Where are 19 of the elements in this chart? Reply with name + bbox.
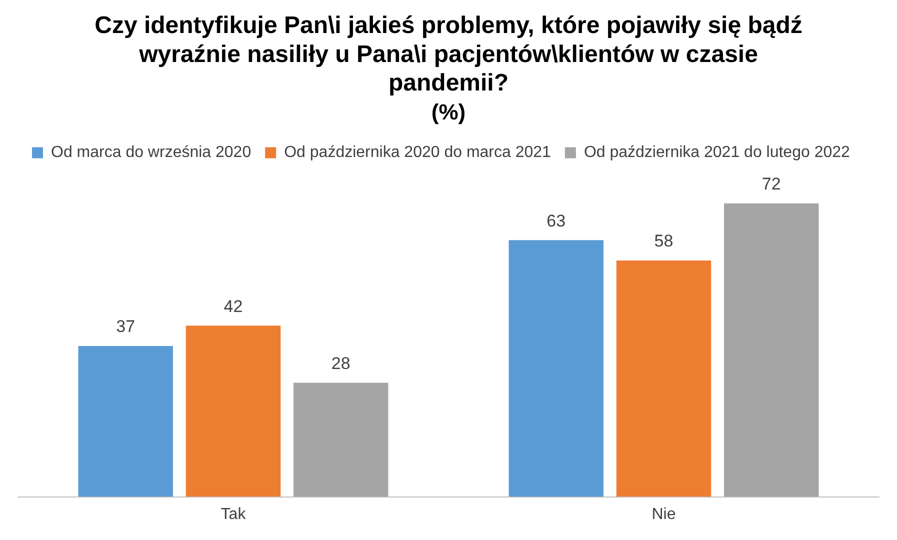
legend-label: Od października 2021 do lutego 2022 — [584, 144, 850, 162]
bar — [78, 346, 173, 497]
data-label: 37 — [116, 317, 136, 336]
data-label: 58 — [654, 232, 674, 251]
bar — [186, 326, 281, 497]
data-label: 28 — [331, 354, 350, 373]
bar — [616, 260, 712, 497]
data-label: 42 — [224, 296, 243, 316]
bar — [724, 203, 819, 497]
bar — [508, 240, 604, 497]
chart-subtitle: (%) — [431, 100, 466, 125]
x-tick-label: Nie — [652, 506, 676, 523]
chart-title: Czy identyfikuje Pan\i jakieś problemy, które pojawiły się bądź wyraźnie nasiliły u Pana\i pacjentów\klientów w czasie pandemii? — [94, 12, 802, 97]
data-label: 72 — [762, 174, 781, 194]
legend-label: Od października 2020 do marca 2021 — [284, 144, 552, 162]
x-tick-label: Tak — [220, 506, 247, 523]
bar — [294, 382, 388, 497]
legend-label: Od marca do września 2020 — [51, 144, 252, 162]
data-label: 63 — [546, 211, 566, 230]
